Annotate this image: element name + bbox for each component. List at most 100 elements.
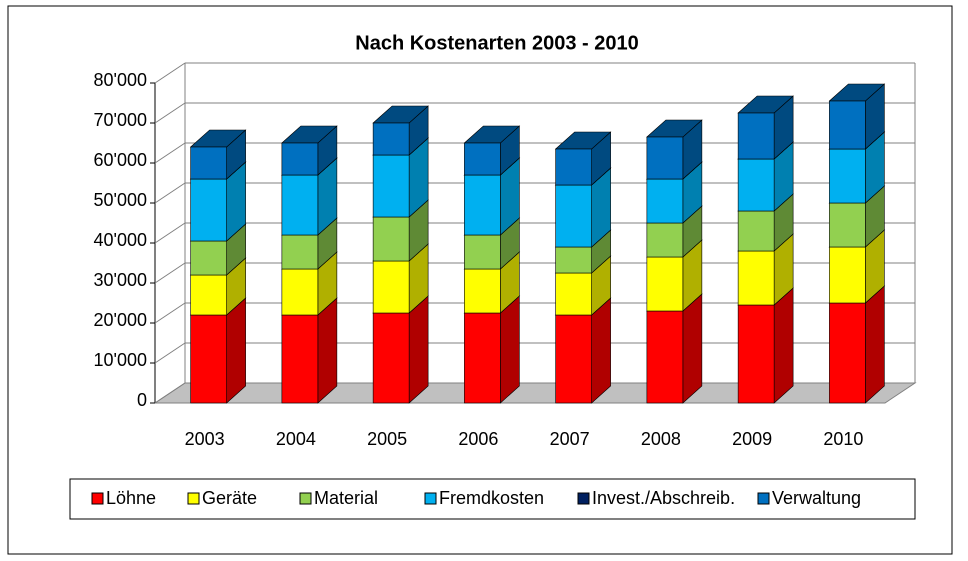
- bar-segment: [737, 95, 794, 160]
- y-tick-label: 60'000: [94, 150, 148, 170]
- y-tick-label: 50'000: [94, 190, 148, 210]
- grid-line: [154, 262, 186, 284]
- legend-swatch: [91, 492, 104, 505]
- bar-segment: [828, 285, 886, 404]
- bar-front: [555, 184, 592, 248]
- bar-front: [464, 268, 501, 314]
- bar-front: [829, 148, 866, 204]
- bar-front: [372, 260, 410, 314]
- y-tick-label: 20'000: [94, 310, 148, 330]
- y-tick-label: 80'000: [94, 70, 148, 90]
- legend-swatch: [187, 492, 200, 505]
- x-tick-label: 2010: [823, 429, 863, 449]
- bar-front: [737, 112, 775, 160]
- bar-front: [464, 234, 501, 270]
- bar-front: [372, 122, 410, 156]
- y-tick-label: 10'000: [94, 350, 148, 370]
- bar-front: [190, 314, 227, 404]
- bar-front: [646, 136, 684, 180]
- bar-segment: [189, 297, 247, 404]
- bar-side: [226, 297, 246, 404]
- bar-front: [190, 240, 227, 276]
- legend-label: Löhne: [106, 488, 156, 508]
- bar-segment: [189, 129, 247, 180]
- legend-swatch: [577, 492, 590, 505]
- chart-title: Nach Kostenarten 2003 - 2010: [355, 32, 638, 54]
- bar-segment: [281, 125, 338, 176]
- bar-segment: [463, 125, 521, 176]
- bar-segment: [554, 131, 612, 186]
- bar-front: [646, 178, 684, 224]
- bar-front: [555, 314, 592, 404]
- bar-segment: [828, 83, 886, 150]
- grid-line: [154, 62, 186, 84]
- bar-front: [281, 314, 319, 404]
- bar-front: [829, 246, 866, 304]
- x-tick-label: 2005: [367, 429, 407, 449]
- bar-front: [555, 272, 592, 316]
- y-tick-label: 30'000: [94, 270, 148, 290]
- bar-side: [500, 295, 520, 404]
- legend-label: Verwaltung: [772, 488, 861, 508]
- bar-front: [464, 312, 501, 404]
- bar-front: [281, 142, 319, 176]
- legend-label: Invest./Abschreib.: [592, 488, 735, 508]
- bar-front: [829, 302, 866, 404]
- y-tick-label: 70'000: [94, 110, 148, 130]
- bar-segment: [554, 297, 612, 404]
- bar-segment: [463, 157, 521, 236]
- x-tick-label: 2006: [458, 429, 498, 449]
- bar-segment: [828, 131, 886, 204]
- grid-line: [154, 342, 186, 364]
- legend-swatch: [424, 492, 437, 505]
- bar-front: [372, 154, 410, 218]
- x-tick-label: 2003: [185, 429, 225, 449]
- floor: [153, 382, 917, 404]
- grid-line: [154, 182, 186, 204]
- bar-segment: [372, 105, 429, 156]
- bar-front: [646, 256, 684, 312]
- bar-front: [555, 246, 592, 274]
- legend-box: [69, 478, 916, 520]
- x-tick-label: 2009: [732, 429, 772, 449]
- grid-line: [154, 222, 186, 244]
- bar-segment: [646, 119, 703, 180]
- bar-front: [737, 250, 775, 306]
- grid-line: [154, 102, 186, 124]
- bar-side: [591, 297, 611, 404]
- bar-front: [190, 274, 227, 316]
- bar-side: [773, 287, 794, 404]
- bar-side: [682, 293, 703, 404]
- bar-front: [737, 158, 775, 212]
- grid-line: [154, 382, 186, 404]
- legend-swatch: [299, 492, 312, 505]
- bar-front: [464, 142, 501, 176]
- bar-front: [190, 178, 227, 242]
- bar-front: [555, 148, 592, 186]
- bar-front: [372, 216, 410, 262]
- bar-front: [646, 310, 684, 404]
- grid-line: [154, 142, 186, 164]
- bar-front: [829, 100, 866, 150]
- legend-swatch: [757, 492, 770, 505]
- bar-front: [464, 174, 501, 236]
- legend-label: Fremdkosten: [439, 488, 544, 508]
- bar-front: [646, 222, 684, 258]
- bar-front: [281, 234, 319, 270]
- legend-label: Geräte: [202, 488, 257, 508]
- bar-front: [737, 210, 775, 252]
- x-tick-label: 2008: [641, 429, 681, 449]
- grid-line: [154, 302, 186, 324]
- bar-front: [372, 312, 410, 404]
- bar-front: [829, 202, 866, 248]
- y-tick-label: 0: [137, 390, 147, 410]
- bar-side: [317, 297, 338, 404]
- bar-side: [865, 285, 885, 404]
- bar-side: [408, 295, 429, 404]
- bar-front: [737, 304, 775, 404]
- x-tick-label: 2004: [276, 429, 316, 449]
- bar-front: [281, 268, 319, 316]
- legend-label: Material: [314, 488, 378, 508]
- bar-segment: [463, 251, 521, 314]
